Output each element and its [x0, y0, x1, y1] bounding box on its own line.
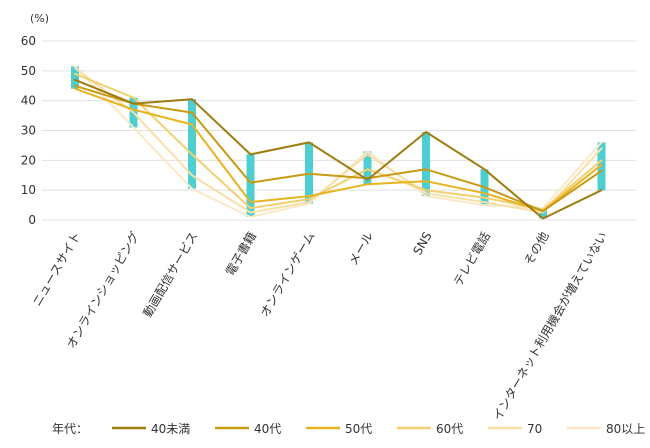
series-line [74, 87, 603, 213]
category-label: インターネット利用機会が増えていない [489, 229, 610, 423]
category-label: オンラインゲーム [258, 230, 318, 320]
range-bar [422, 131, 430, 197]
y-tick-label: 40 [21, 94, 36, 108]
range-bar [597, 142, 606, 191]
y-tick-label: 60 [21, 34, 36, 48]
y-axis-ticks: 0 10 20 30 40 50 60 [21, 34, 36, 227]
category-label: その他 [521, 230, 551, 268]
series-lines [74, 65, 603, 220]
series-line [74, 72, 603, 211]
category-label: メール [346, 230, 376, 268]
legend: 年代： 40未満 40代 50代 60代 70 80以上 [52, 422, 645, 436]
range-bar [246, 154, 255, 218]
legend-label: 40未満 [151, 422, 190, 436]
y-tick-label: 20 [21, 153, 36, 167]
range-bar [363, 151, 372, 185]
series-line [74, 84, 603, 213]
legend-label: 80以上 [606, 422, 645, 436]
category-label: テレビ電話 [450, 229, 493, 288]
series-line [74, 65, 603, 218]
y-tick-label: 0 [28, 213, 36, 227]
legend-label: 50代 [345, 422, 372, 436]
category-label: ニュースサイト [30, 230, 84, 309]
range-bar [71, 66, 79, 89]
legend-label: 40代 [254, 422, 281, 436]
category-label: 動画配信サービス [140, 230, 200, 320]
category-label: SNS [410, 230, 434, 258]
series-line [74, 78, 603, 220]
y-unit-label: (%) [30, 12, 49, 25]
range-bars [71, 66, 606, 219]
y-tick-label: 50 [21, 64, 36, 78]
legend-label: 60代 [436, 422, 463, 436]
series-line [74, 66, 603, 214]
category-label: 電子書籍 [222, 229, 259, 278]
gridlines [42, 40, 636, 221]
y-tick-label: 10 [21, 183, 36, 197]
y-tick-label: 30 [21, 124, 36, 138]
range-bar [188, 99, 196, 189]
legend-label: 70 [527, 422, 542, 436]
legend-title: 年代： [52, 422, 88, 436]
